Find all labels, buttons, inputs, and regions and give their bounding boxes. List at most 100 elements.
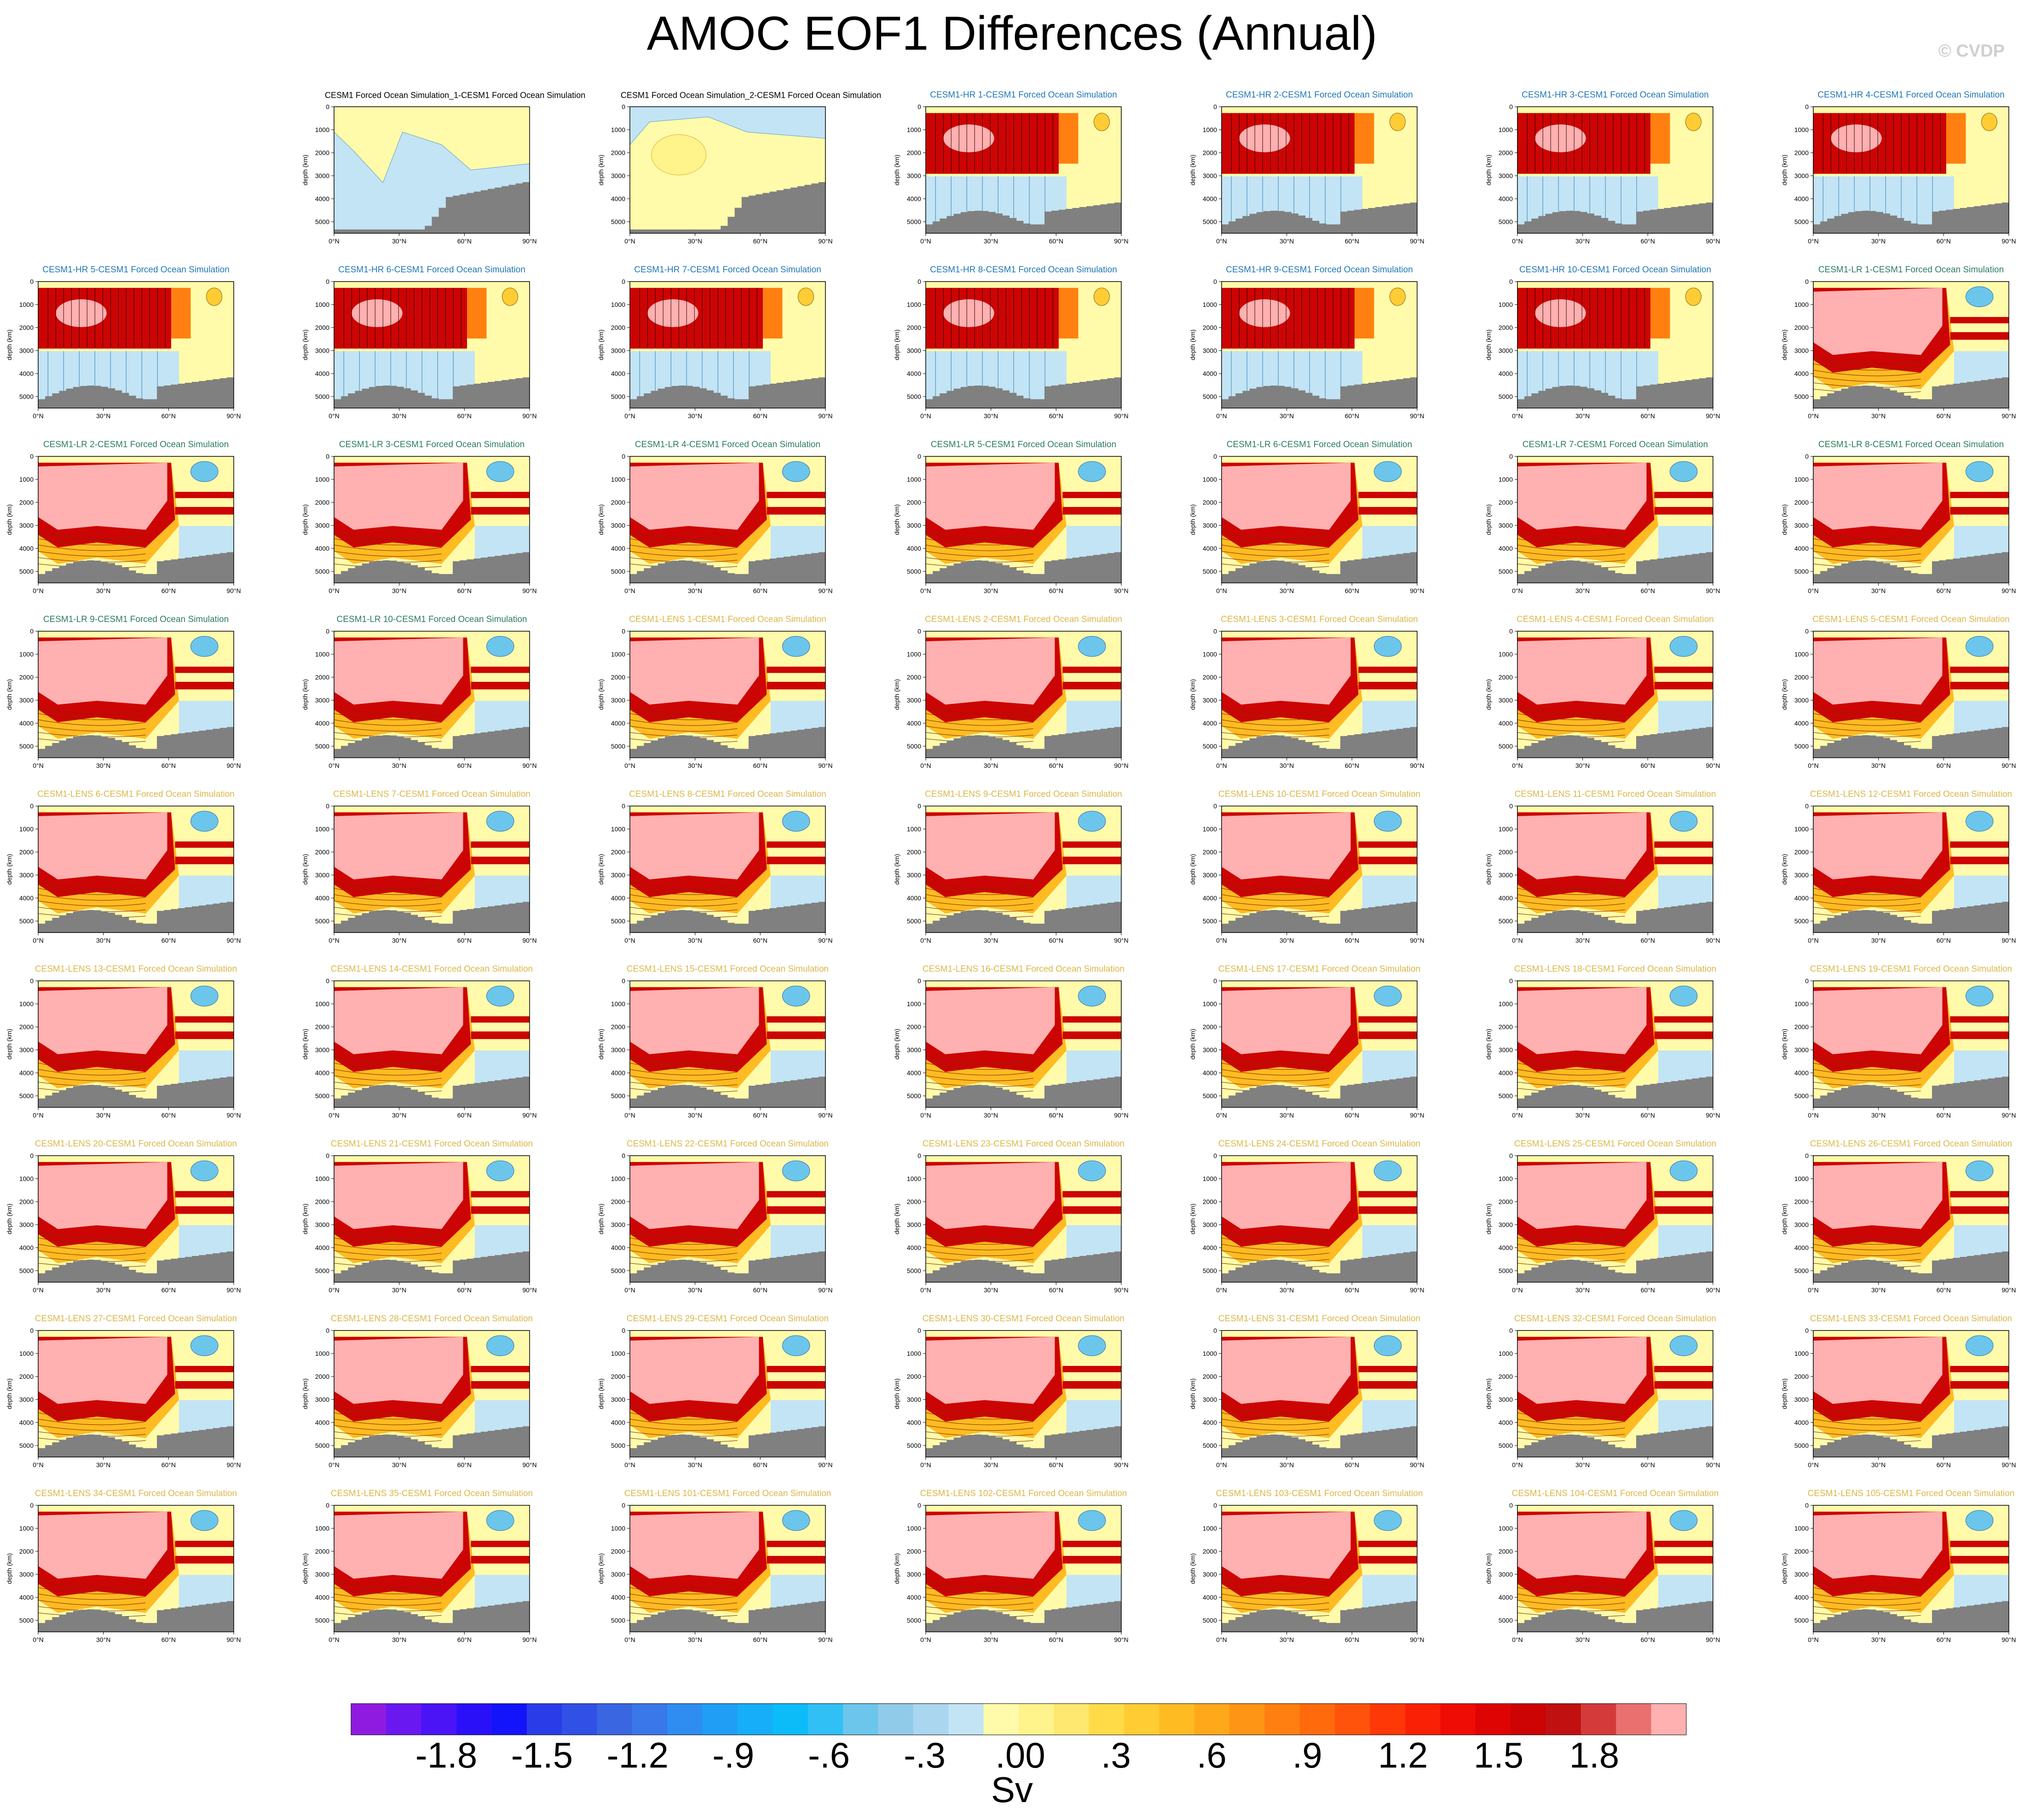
y-tick-label: 2000	[1203, 1548, 1217, 1555]
field-band	[1062, 1191, 1121, 1198]
y-axis-label: depth (km)	[1781, 504, 1788, 535]
panel-plot: 0 1000 2000 3000 4000 5000 depth (km) 0°N 30°N 60…	[6, 977, 241, 1119]
panel-plot: 0 1000 2000 3000 4000 5000 depth (km) 0°N 30°N 60…	[1485, 1327, 1720, 1469]
contour-positive	[1221, 1587, 1329, 1595]
field-band	[767, 841, 825, 848]
x-tick-label: 30°N	[392, 237, 406, 245]
contour-positive	[925, 1412, 1033, 1420]
contour-positive	[629, 888, 738, 895]
field-max	[1517, 462, 1647, 530]
panel-plot: 0 1000 2000 3000 4000 5000 depth (km) 0°N 30°N 60…	[1189, 628, 1424, 769]
contour-positive	[1221, 726, 1329, 731]
y-tick-label: 5000	[1499, 1442, 1513, 1449]
y-tick-label: 3000	[19, 871, 34, 879]
panel-frame	[334, 806, 530, 933]
field-band	[767, 492, 825, 498]
x-tick-label: 0°N	[33, 587, 44, 594]
x-tick-label: 30°N	[984, 1636, 998, 1643]
y-tick-label: 1000	[1499, 1525, 1513, 1532]
y-tick-label: 2000	[611, 324, 625, 331]
y-tick-label: 5000	[1203, 1442, 1217, 1449]
field-max	[630, 637, 759, 705]
x-tick-label: 0°N	[1512, 1461, 1523, 1469]
x-tick-label: 30°N	[1575, 237, 1590, 245]
y-tick-label: 3000	[1499, 697, 1513, 704]
x-tick-label: 60°N	[1049, 412, 1063, 420]
chart-panel: CESM1-LENS 16-CESM1 Forced Ocean Simulat…	[889, 964, 1140, 1123]
panel-plot: 0 1000 2000 3000 4000 5000 depth (km) 0°N 30°N 60…	[1781, 1327, 2016, 1469]
contour-positive	[1221, 1581, 1329, 1589]
y-tick-label: 2000	[1499, 1548, 1513, 1555]
land-mask	[1222, 901, 1417, 933]
contour-positive	[38, 1594, 146, 1600]
y-tick-label: 3000	[19, 1571, 34, 1578]
chart-panel: CESM1-LENS 28-CESM1 Forced Ocean Simulat…	[297, 1314, 548, 1473]
field-band	[1062, 492, 1121, 498]
y-tick-label: 1000	[1203, 1525, 1217, 1532]
land-mask	[1517, 726, 1713, 758]
land-mask	[926, 726, 1121, 758]
chart-panel: CESM1-LENS 3-CESM1 Forced Ocean Simulati…	[1185, 615, 1436, 773]
y-tick-label: 1000	[907, 476, 921, 483]
field-band	[471, 682, 530, 690]
contour-positive	[334, 1425, 442, 1431]
field-max	[334, 1511, 463, 1579]
chart-panel: CESM1-LENS 24-CESM1 Forced Ocean Simulat…	[1185, 1139, 1436, 1298]
y-tick-label: 0	[622, 802, 625, 810]
contour-positive	[629, 1069, 738, 1076]
field-max	[1813, 1162, 1943, 1229]
y-tick-label: 4000	[19, 1244, 34, 1251]
x-tick-label: 0°N	[920, 1286, 931, 1294]
x-tick-label: 90°N	[1114, 1636, 1128, 1643]
panel-plot: 0 1000 2000 3000 4000 5000 depth (km) 0°N 30°N 60…	[1485, 103, 1720, 245]
y-axis-label: depth (km)	[6, 1553, 13, 1584]
contour-positive	[334, 1063, 442, 1070]
x-tick-label: 60°N	[457, 412, 472, 420]
y-axis-label: depth (km)	[1781, 1378, 1788, 1409]
land-mask	[1813, 202, 2009, 233]
y-tick-label: 5000	[611, 1092, 625, 1100]
field-max	[38, 1511, 167, 1579]
panel-frame	[629, 980, 826, 1108]
y-tick-label: 0	[326, 453, 329, 460]
y-tick-label: 0	[1509, 103, 1513, 110]
contour-positive	[1517, 881, 1625, 889]
y-tick-label: 4000	[1499, 370, 1513, 377]
field-band	[1950, 1366, 2009, 1372]
y-tick-label: 4000	[315, 545, 329, 552]
x-tick-label: 90°N	[1114, 1461, 1128, 1469]
x-tick-label: 90°N	[1706, 937, 1720, 944]
y-axis-label: depth (km)	[301, 1204, 309, 1234]
y-tick-label: 1000	[19, 476, 34, 483]
panel-frame	[629, 1155, 826, 1283]
y-axis-label: depth (km)	[597, 329, 605, 360]
panel-title: CESM1-LENS 22-CESM1 Forced Ocean Simulat…	[626, 1139, 829, 1149]
field-band	[1654, 841, 1713, 848]
x-tick-label: 60°N	[753, 237, 767, 245]
x-tick-label: 0°N	[1512, 1286, 1523, 1294]
y-tick-label: 4000	[1203, 1419, 1217, 1426]
y-tick-label: 1000	[611, 1525, 625, 1532]
contour-positive	[925, 720, 1033, 726]
chart-panel: CESM1-LENS 105-CESM1 Forced Ocean Simula…	[1776, 1489, 2024, 1647]
chart-panel: CESM1-LENS 104-CESM1 Forced Ocean Simula…	[1481, 1489, 1731, 1647]
y-tick-label: 5000	[611, 568, 625, 575]
y-tick-label: 0	[326, 628, 329, 635]
field-max	[1813, 462, 1943, 530]
contour-positive	[629, 900, 738, 906]
y-tick-label: 0	[30, 1327, 34, 1334]
chart-panel: CESM1-LENS 6-CESM1 Forced Ocean Simulati…	[1, 789, 252, 948]
y-tick-label: 4000	[611, 545, 625, 552]
field-negative-cell	[1670, 1160, 1698, 1181]
field-positive	[1059, 113, 1078, 164]
chart-panel: CESM1-HR 1-CESM1 Forced Ocean Simulation…	[889, 90, 1140, 249]
y-tick-label: 3000	[1499, 347, 1513, 354]
field-band	[767, 1191, 825, 1198]
contour-positive	[1221, 538, 1329, 546]
contour-positive	[629, 1056, 738, 1064]
x-tick-label: 30°N	[1280, 762, 1294, 769]
field-max	[630, 987, 759, 1054]
panel-plot: 0 1000 2000 3000 4000 5000 depth (km) 0°N 30°N 60…	[1781, 628, 2016, 769]
y-tick-label: 2000	[315, 499, 329, 506]
panel-plot: 0 1000 2000 3000 4000 5000 depth (km) 0°N 30°N 60…	[893, 278, 1129, 420]
